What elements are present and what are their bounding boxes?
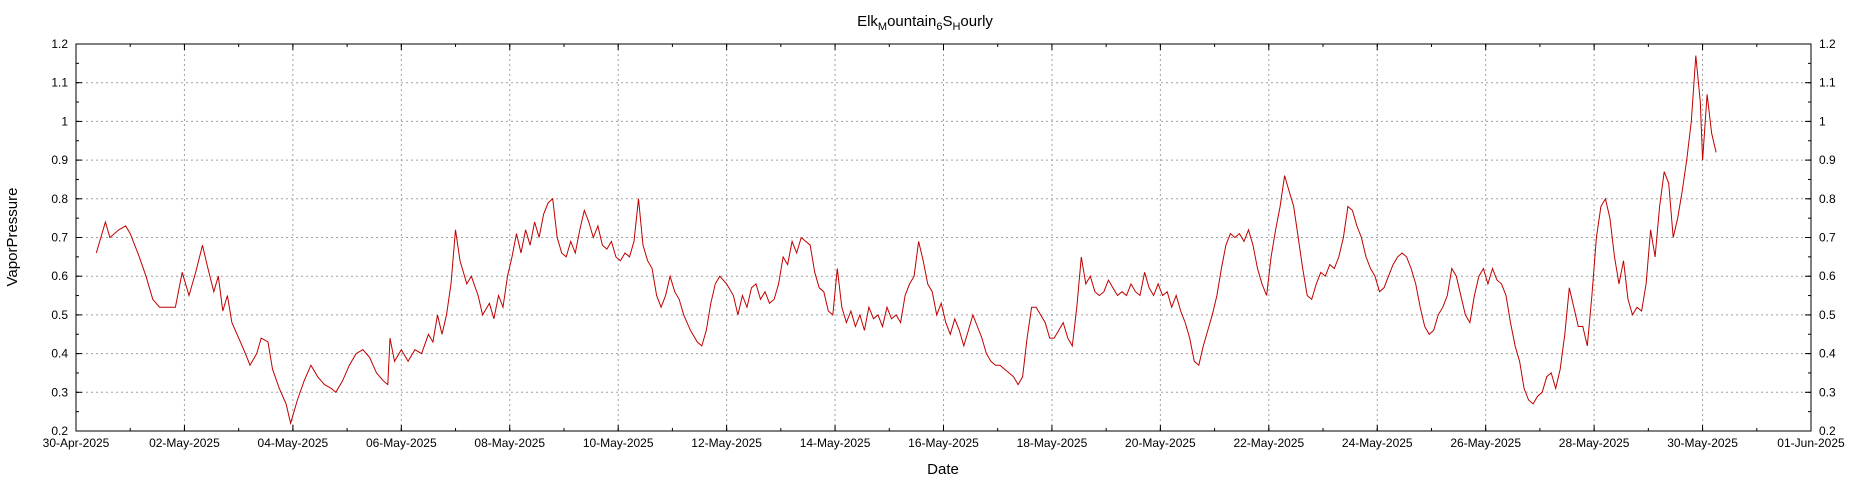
y-tick-label-left: 0.8 xyxy=(51,192,68,206)
chart-title-part: ourly xyxy=(960,13,993,30)
x-tick-label: 24-May-2025 xyxy=(1342,436,1413,450)
y-tick-label-right: 1.2 xyxy=(1819,37,1836,51)
y-tick-label-right: 0.5 xyxy=(1819,308,1836,322)
chart-title-part: ountain xyxy=(887,13,936,30)
series-layer xyxy=(95,55,1717,426)
y-tick-label-left: 0.7 xyxy=(51,231,68,245)
x-tick-label: 12-May-2025 xyxy=(691,436,762,450)
x-tick-label: 30-May-2025 xyxy=(1667,436,1738,450)
x-tick-label: 14-May-2025 xyxy=(800,436,871,450)
x-tick-label: 30-Apr-2025 xyxy=(43,436,110,450)
x-axis-label: Date xyxy=(927,461,959,478)
y-tick-label-right: 0.6 xyxy=(1819,269,1836,283)
y-tick-label-right: 0.8 xyxy=(1819,192,1836,206)
x-tick-label: 08-May-2025 xyxy=(474,436,545,450)
y-tick-label-left: 0.4 xyxy=(51,347,68,361)
x-tick-label: 10-May-2025 xyxy=(583,436,654,450)
chart-title-part: S xyxy=(942,13,952,30)
x-tick-label: 02-May-2025 xyxy=(149,436,220,450)
y-tick-label-right: 0.2 xyxy=(1819,424,1836,438)
y-tick-label-right: 0.3 xyxy=(1819,385,1836,399)
chart-title-part: H xyxy=(952,21,960,33)
x-tick-label: 28-May-2025 xyxy=(1559,436,1630,450)
chart-title: ElkMountain6SHourly xyxy=(857,13,993,33)
y-tick-label-left: 1.2 xyxy=(51,37,68,51)
chart-title-part: M xyxy=(878,21,887,33)
grid-layer xyxy=(76,44,1811,431)
y-tick-label-left: 0.2 xyxy=(51,424,68,438)
y-tick-label-right: 0.9 xyxy=(1819,153,1836,167)
y-tick-label-right: 1 xyxy=(1819,114,1826,128)
y-tick-label-left: 0.3 xyxy=(51,385,68,399)
y-tick-label-left: 0.9 xyxy=(51,153,68,167)
y-tick-label-left: 0.6 xyxy=(51,269,68,283)
x-tick-label: 16-May-2025 xyxy=(908,436,979,450)
x-tick-label: 18-May-2025 xyxy=(1017,436,1088,450)
y-tick-label-right: 0.7 xyxy=(1819,231,1836,245)
x-tick-label: 06-May-2025 xyxy=(366,436,437,450)
y-tick-label-left: 1.1 xyxy=(51,76,68,90)
x-tick-label: 04-May-2025 xyxy=(258,436,329,450)
x-tick-label: 01-Jun-2025 xyxy=(1777,436,1845,450)
chart-title-part: 6 xyxy=(936,21,942,33)
y-tick-label-left: 1 xyxy=(61,114,68,128)
series-line xyxy=(95,55,1717,426)
chart-title-part: Elk xyxy=(857,13,878,30)
x-tick-label: 26-May-2025 xyxy=(1450,436,1521,450)
ticks-layer: 0.2 0.2 0.3 0.3 0.4 0.4 0.5 0.5 0.6 0.6 0.7 0.7 0.8 0… xyxy=(43,37,1845,450)
y-tick-label-right: 0.4 xyxy=(1819,347,1836,361)
x-tick-label: 20-May-2025 xyxy=(1125,436,1196,450)
y-axis-label: VaporPressure xyxy=(4,188,21,287)
x-tick-label: 22-May-2025 xyxy=(1233,436,1304,450)
y-tick-label-left: 0.5 xyxy=(51,308,68,322)
y-tick-label-right: 1.1 xyxy=(1819,76,1836,90)
